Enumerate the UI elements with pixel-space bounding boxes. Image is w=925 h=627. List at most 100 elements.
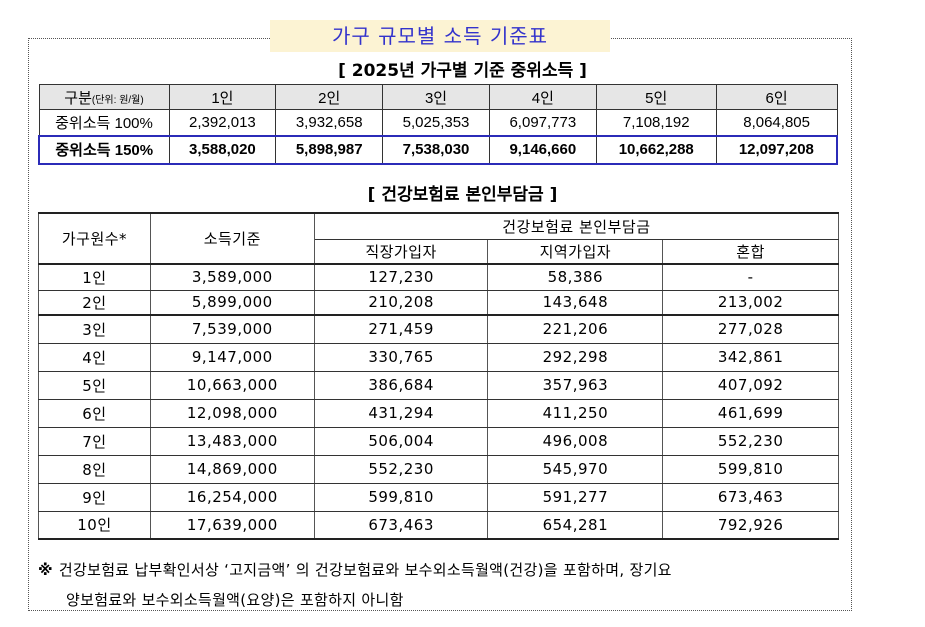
table-cell: 12,098,000 [149, 398, 315, 428]
table-cell: 411,250 [487, 398, 664, 428]
copay-group-header: 건강보험료 본인부담금 [313, 212, 840, 240]
table-cell: 7인 [38, 426, 151, 456]
column-header: 6인 [715, 84, 838, 110]
table-row: 3인 7,539,000 271,459 221,206 277,028 [38, 314, 839, 344]
table-row: 2인 5,899,000 210,208 143,648 213,002 [38, 289, 839, 316]
header-label-cell: 구분(단위: 원/월) [38, 84, 170, 110]
median-150-row-highlighted: 중위소득 150% 3,588,020 5,898,987 7,538,030 … [38, 134, 838, 165]
footnote-line-1: ※ 건강보험료 납부확인서상 ‘고지금액’ 의 건강보험료와 보수외소득월액(건강… [38, 555, 848, 585]
table-cell: 17,639,000 [149, 510, 315, 540]
table-row: 7인 13,483,000 506,004 496,008 552,230 [38, 426, 839, 456]
table-cell: 654,281 [487, 510, 664, 540]
footnote-text-1: 건강보험료 납부확인서상 ‘고지금액’ 의 건강보험료와 보수외소득월액(건강)… [58, 561, 672, 579]
table-cell: 277,028 [662, 314, 839, 344]
table-cell: - [662, 263, 839, 291]
regional-header: 지역가입자 [487, 238, 664, 265]
table-cell: 10,662,288 [595, 134, 717, 165]
table-cell: 357,963 [487, 370, 664, 400]
table-cell: 9,146,660 [488, 134, 597, 165]
table-cell: 271,459 [313, 314, 489, 344]
table-cell: 5,899,000 [149, 289, 315, 316]
table-cell: 545,970 [487, 454, 664, 484]
table-cell: 143,648 [487, 289, 664, 316]
table-cell: 10,663,000 [149, 370, 315, 400]
footnote-line-2: 양보험료와 보수외소득월액(요양)은 포함하지 아니함 [66, 591, 404, 609]
table-cell: 4인 [38, 342, 151, 372]
table-cell: 221,206 [487, 314, 664, 344]
column-header: 4인 [488, 84, 597, 110]
table-cell: 58,386 [487, 263, 664, 291]
table-cell: 8,064,805 [715, 109, 838, 136]
row-label: 중위소득 100% [38, 109, 170, 136]
header-unit: (단위: 원/월) [91, 94, 144, 106]
table-row: 6인 12,098,000 431,294 411,250 461,699 [38, 398, 839, 428]
income-header: 소득기준 [149, 212, 315, 265]
table-cell: 292,298 [487, 342, 664, 372]
table-cell: 5,898,987 [275, 134, 384, 165]
table-cell: 792,926 [662, 510, 839, 540]
table-row: 9인 16,254,000 599,810 591,277 673,463 [38, 482, 839, 512]
table-cell: 5인 [38, 370, 151, 400]
table-cell: 13,483,000 [149, 426, 315, 456]
table-cell: 7,538,030 [382, 134, 490, 165]
median-income-caption: [ 2025년 가구별 기준 중위소득 ] [338, 61, 587, 81]
page-title: 가구 규모별 소득 기준표 [270, 20, 610, 52]
mixed-header: 혼합 [662, 238, 839, 265]
table-cell: 210,208 [313, 289, 489, 316]
table-cell: 599,810 [313, 482, 489, 512]
table-cell: 552,230 [662, 426, 839, 456]
column-header: 3인 [382, 84, 490, 110]
table-cell: 461,699 [662, 398, 839, 428]
column-header: 5인 [595, 84, 717, 110]
table-cell: 496,008 [487, 426, 664, 456]
table-cell: 342,861 [662, 342, 839, 372]
table-cell: 12,097,208 [715, 134, 838, 165]
header-label: 구분 [64, 89, 92, 107]
table-cell: 16,254,000 [149, 482, 315, 512]
health-header-row-2: 직장가입자 지역가입자 혼합 [39, 238, 839, 265]
table-row: 10인 17,639,000 673,463 654,281 792,926 [38, 510, 839, 540]
table-cell: 673,463 [313, 510, 489, 540]
table-cell: 1인 [38, 263, 151, 291]
table-cell: 14,869,000 [149, 454, 315, 484]
table-cell: 2인 [38, 289, 151, 316]
table-row: 4인 9,147,000 330,765 292,298 342,861 [38, 342, 839, 372]
table-cell: 599,810 [662, 454, 839, 484]
median-income-header-row: 구분(단위: 원/월) 1인 2인 3인 4인 5인 6인 [38, 84, 838, 110]
table-cell: 3,932,658 [275, 109, 384, 136]
table-cell: 8인 [38, 454, 151, 484]
table-row: 1인 3,589,000 127,230 58,386- [38, 263, 839, 291]
table-cell: 2,392,013 [168, 109, 277, 136]
table-cell: 6,097,773 [488, 109, 597, 136]
members-header: 가구원수* [38, 212, 151, 265]
health-insurance-caption: [ 건강보험료 본인부담금 ] [367, 185, 558, 205]
table-row: 5인 10,663,000 386,684 357,963 407,092 [38, 370, 839, 400]
table-cell: 431,294 [313, 398, 489, 428]
table-cell: 6인 [38, 398, 151, 428]
row-label: 중위소득 150% [38, 134, 170, 165]
table-cell: 7,108,192 [595, 109, 717, 136]
health-header-row-1: 가구원수* 소득기준 건강보험료 본인부담금 [38, 212, 840, 265]
table-cell: 552,230 [313, 454, 489, 484]
table-cell: 213,002 [662, 289, 839, 316]
column-header: 2인 [275, 84, 384, 110]
table-cell: 127,230 [313, 263, 489, 291]
employee-header: 직장가입자 [313, 238, 489, 265]
table-cell: 407,092 [662, 370, 839, 400]
footnote: ※ 건강보험료 납부확인서상 ‘고지금액’ 의 건강보험료와 보수외소득월액(건강… [38, 555, 848, 615]
table-cell: 673,463 [662, 482, 839, 512]
health-insurance-table: 가구원수* 소득기준 건강보험료 본인부담금 직장가입자 지역가입자 혼합 1인… [38, 212, 840, 540]
table-cell: 386,684 [313, 370, 489, 400]
table-cell: 7,539,000 [149, 314, 315, 344]
column-header: 1인 [168, 84, 277, 110]
table-cell: 3,588,020 [168, 134, 277, 165]
table-cell: 9인 [38, 482, 151, 512]
table-row: 8인 14,869,000 552,230 545,970 599,810 [38, 454, 839, 484]
table-cell: 3인 [38, 314, 151, 344]
table-cell: 9,147,000 [149, 342, 315, 372]
table-cell: 591,277 [487, 482, 664, 512]
table-cell: 10인 [38, 510, 151, 540]
table-cell: 330,765 [313, 342, 489, 372]
median-income-table: 구분(단위: 원/월) 1인 2인 3인 4인 5인 6인 중위소득 100% … [38, 84, 838, 165]
median-100-row: 중위소득 100% 2,392,013 3,932,658 5,025,353 … [38, 109, 838, 136]
